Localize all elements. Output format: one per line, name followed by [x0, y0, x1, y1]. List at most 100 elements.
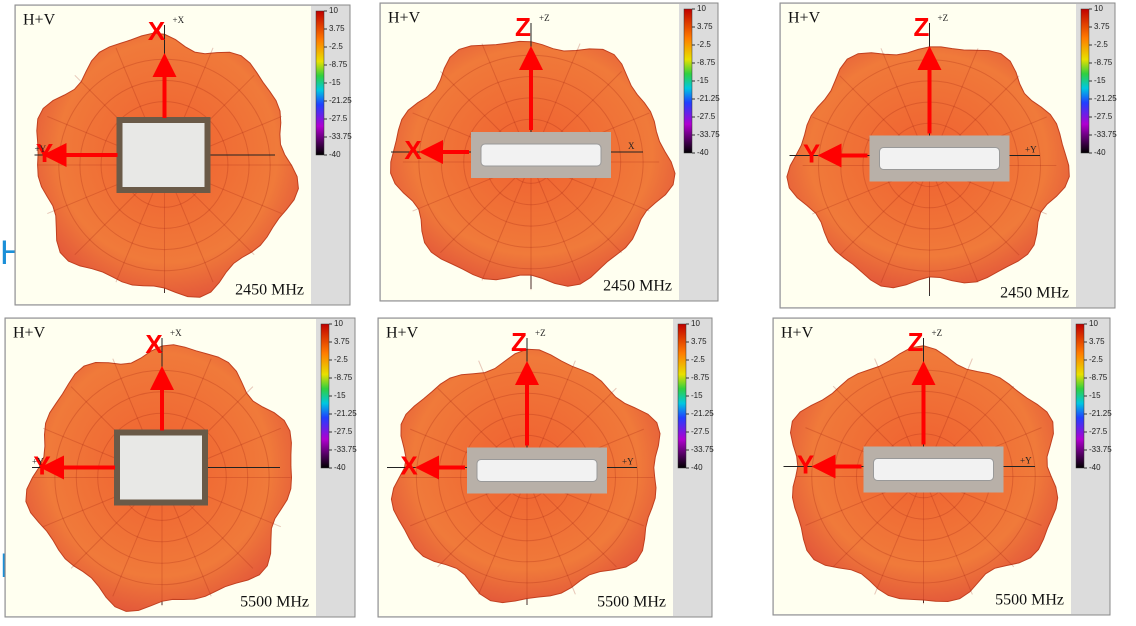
axis-label: X — [145, 329, 163, 359]
colorbar-tick-label: -15 — [329, 78, 341, 87]
pattern-panel: X +X Y+Y H+V 2450 MHz 10 3.75 -2.5 -8.75 -15 -21.2… — [14, 4, 352, 306]
axis-label: X — [404, 135, 422, 165]
axis-label: Y — [33, 450, 50, 480]
device-image — [879, 147, 1000, 170]
colorbar-tick-label: 3.75 — [1094, 22, 1110, 31]
colorbar-tick-label: -8.75 — [697, 58, 716, 67]
colorbar-tick-label: -21.25 — [329, 96, 352, 105]
mesh-line — [526, 477, 576, 595]
colorbar-tick-label: 3.75 — [691, 337, 707, 346]
colorbar — [320, 323, 330, 469]
colorbar-tick-label: -21.25 — [691, 409, 714, 418]
mesh-line — [530, 161, 581, 281]
colorbar-tick-label: -21.25 — [697, 94, 720, 103]
colorbar-tick-label: -2.5 — [329, 42, 343, 51]
pattern-panel: Z +Z X X H+V 2450 MHz 10 3.75 -2.5 -8.75 -15 -21.25… — [379, 2, 720, 302]
mesh-line — [478, 477, 528, 595]
colorbar-tick-label: -40 — [691, 463, 703, 472]
axis-label: Y — [36, 138, 53, 168]
panel-title: H+V — [386, 325, 419, 342]
device-image — [116, 117, 211, 193]
colorbar-tick-label: -15 — [1094, 76, 1106, 85]
colorbar-tick-label: -2.5 — [1089, 355, 1103, 364]
colorbar-tick-label: -40 — [329, 150, 341, 159]
colorbar-tick-label: 10 — [1094, 4, 1103, 13]
axis-tick-label: +Z — [539, 13, 550, 23]
device-image — [480, 143, 602, 167]
mesh-line — [880, 165, 930, 283]
mesh-line — [481, 161, 532, 281]
colorbar-tick-label: 3.75 — [1089, 337, 1105, 346]
colorbar-tick-label: -40 — [334, 463, 346, 472]
panel-title: H+V — [13, 325, 46, 342]
axis-tick-label: +Z — [938, 13, 949, 23]
pattern-panel: Z +Z Y +Y H+V 2450 MHz 10 3.75 -2.5 -8.75 -15 -21.2… — [779, 2, 1117, 309]
colorbar — [1080, 8, 1090, 154]
colorbar-tick-label: 10 — [691, 319, 700, 328]
device-image — [114, 429, 208, 506]
axis-tick-label: +Z — [535, 328, 546, 338]
mesh-line — [923, 476, 973, 595]
colorbar-tick-label: 10 — [334, 319, 343, 328]
mesh-line — [929, 165, 979, 283]
colorbar-tick-label: -15 — [697, 76, 709, 85]
axis-tick-label: X — [628, 141, 635, 151]
colorbar-tick-label: 3.75 — [329, 24, 345, 33]
colorbar-tick-label: -21.25 — [334, 409, 357, 418]
colorbar-tick-label: 10 — [697, 4, 706, 13]
axis-tick-label: +Z — [932, 328, 943, 338]
axis-tick-label: +Y — [1020, 456, 1032, 466]
colorbar-tick-label: 10 — [1089, 319, 1098, 328]
colorbar-tick-label: -21.25 — [1094, 94, 1117, 103]
colorbar-tick-label: -2.5 — [1094, 40, 1108, 49]
colorbar — [1075, 323, 1085, 469]
colorbar-tick-label: -8.75 — [691, 373, 710, 382]
colorbar-tick-label: -33.75 — [697, 130, 720, 139]
frequency-label: 5500 MHz — [597, 594, 666, 611]
colorbar-tick-label: 3.75 — [697, 22, 713, 31]
axis-label: Z — [515, 12, 531, 42]
axis-label: X — [400, 450, 418, 480]
colorbar-tick-label: -27.5 — [334, 427, 353, 436]
colorbar-tick-label: -40 — [1089, 463, 1101, 472]
colorbar-tick-label: -2.5 — [697, 40, 711, 49]
colorbar-tick-label: -2.5 — [691, 355, 705, 364]
colorbar-tick-label: -33.75 — [334, 445, 357, 454]
colorbar-tick-label: -40 — [697, 148, 709, 157]
colorbar-tick-label: 10 — [329, 6, 338, 15]
axis-tick-label: +X — [173, 15, 185, 25]
colorbar-tick-label: -8.75 — [1089, 373, 1108, 382]
axis-label: Y — [797, 449, 814, 479]
colorbar-tick-label: -33.75 — [691, 445, 714, 454]
frequency-label: 5500 MHz — [995, 592, 1064, 609]
frequency-label: 2450 MHz — [235, 282, 304, 299]
colorbar-tick-label: -33.75 — [1089, 445, 1112, 454]
colorbar-tick-label: -8.75 — [329, 60, 348, 69]
pattern-panel: Z +Z Y +Y H+V 5500 MHz 10 3.75 -2.5 -8.75 -15 -21.2… — [772, 317, 1112, 616]
axis-tick-label: +Y — [35, 144, 47, 154]
axis-label: Z — [908, 327, 924, 357]
pattern-panel: Z +Z X +Y H+V 5500 MHz 10 3.75 -2.5 -8.75 -15 -21.2… — [377, 317, 714, 618]
colorbar-tick-label: -27.5 — [1094, 112, 1113, 121]
colorbar-tick-label: -8.75 — [1094, 58, 1113, 67]
colorbar-tick-label: -27.5 — [691, 427, 710, 436]
colorbar-tick-label: -15 — [1089, 391, 1101, 400]
pattern-panel: X +X Y+Y H+V 5500 MHz 10 3.75 -2.5 -8.75 -15 -21.2… — [4, 317, 357, 618]
axis-label: X — [148, 16, 166, 46]
panel-title: H+V — [781, 325, 814, 342]
panel-title: H+V — [388, 10, 421, 27]
colorbar-tick-label: -33.75 — [329, 132, 352, 141]
colorbar-tick-label: -40 — [1094, 148, 1106, 157]
axis-label: Y — [803, 138, 820, 168]
colorbar-tick-label: -33.75 — [1094, 130, 1117, 139]
frequency-label: 2450 MHz — [1000, 285, 1069, 302]
axis-tick-label: +Y — [32, 457, 44, 467]
axis-label: Z — [511, 327, 527, 357]
colorbar — [677, 323, 687, 469]
panel-title: H+V — [788, 10, 821, 27]
device-image — [476, 459, 598, 482]
colorbar-tick-label: -27.5 — [329, 114, 348, 123]
colorbar-tick-label: -27.5 — [697, 112, 716, 121]
axis-tick-label: +Y — [1025, 145, 1037, 155]
